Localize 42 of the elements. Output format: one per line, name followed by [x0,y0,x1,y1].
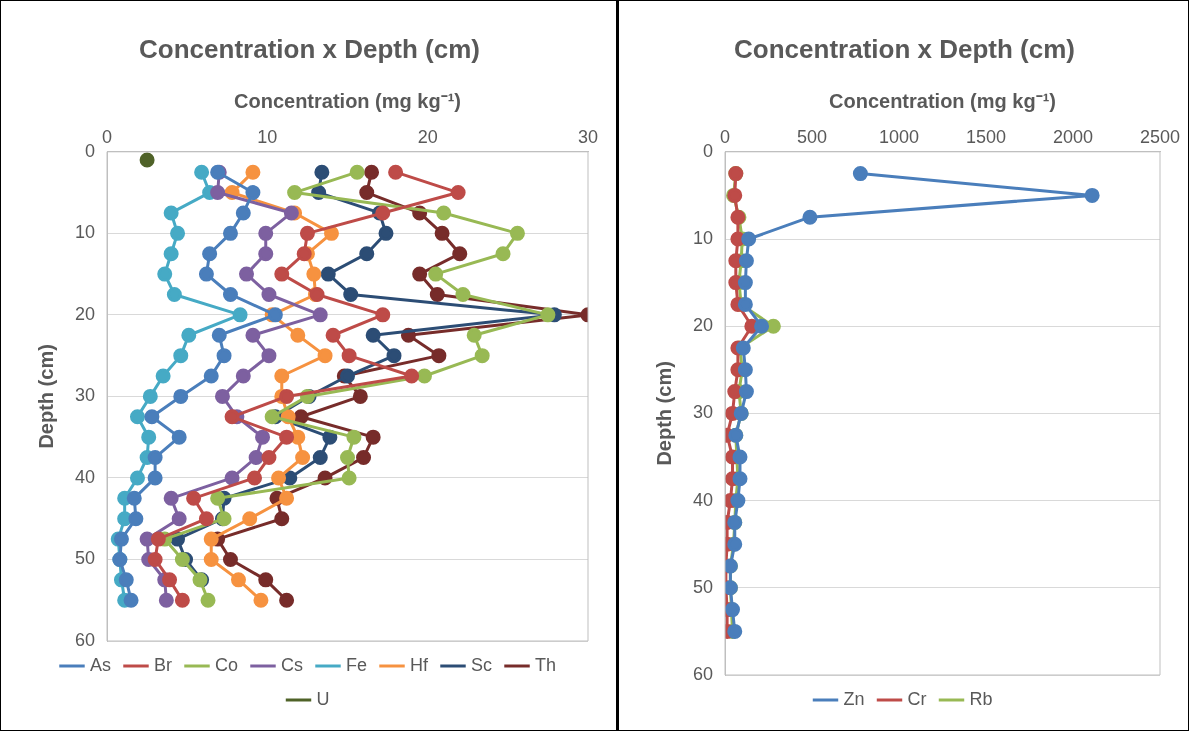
y-tick-label: 10 [692,227,714,248]
y-tick-label: 60 [692,663,714,684]
legend-label: Br [153,654,172,675]
legend-label: Th [535,654,557,675]
legend-label: Fe [346,654,368,675]
x-tick-label: 2500 [1139,126,1181,147]
x-tick-label: 2000 [1052,126,1094,147]
y-tick-label: 50 [692,576,714,597]
x-tick-label: 1500 [965,126,1007,147]
y-tick-label: 0 [703,140,714,161]
y-tick-label: 30 [692,402,714,423]
chart-title: Concentration x Depth (cm) [734,33,1075,64]
y-tick-label: 60 [74,629,96,650]
legend-label: Hf [410,654,429,675]
legend-label: Cs [281,654,303,675]
x-tick-label: 500 [796,126,828,147]
legend-label: Cr [907,688,927,709]
x-tick-label: 10 [257,126,278,147]
x-tick-label: 0 [720,126,731,147]
y-tick-label: 40 [692,489,714,510]
x-tick-label: 20 [417,126,438,147]
x-tick-label: 1000 [878,126,920,147]
legend-label: Co [214,654,239,675]
x-tick-label: 30 [577,126,599,147]
legend-label: Rb [969,688,993,709]
chart-title: Concentration x Depth (cm) [139,33,480,64]
y-tick-label: 50 [74,548,96,569]
legend-label: Sc [471,654,493,675]
y-tick-label: 10 [74,222,96,243]
y-tick-label: 20 [692,315,714,336]
legend-label: U [316,688,330,709]
x-axis-title: Concentration (mg kg⁻¹) [234,89,462,112]
y-tick-label: 40 [74,466,96,487]
y-tick-label: 0 [85,140,96,161]
legend-label: Zn [843,688,865,709]
y-axis-title: Depth (cm) [652,361,675,466]
y-tick-label: 30 [74,385,96,406]
x-axis-title: Concentration (mg kg⁻¹) [829,89,1057,112]
y-axis-title: Depth (cm) [34,344,57,449]
y-tick-label: 20 [74,303,96,324]
x-tick-label: 0 [102,126,113,147]
legend-label: As [89,654,111,675]
